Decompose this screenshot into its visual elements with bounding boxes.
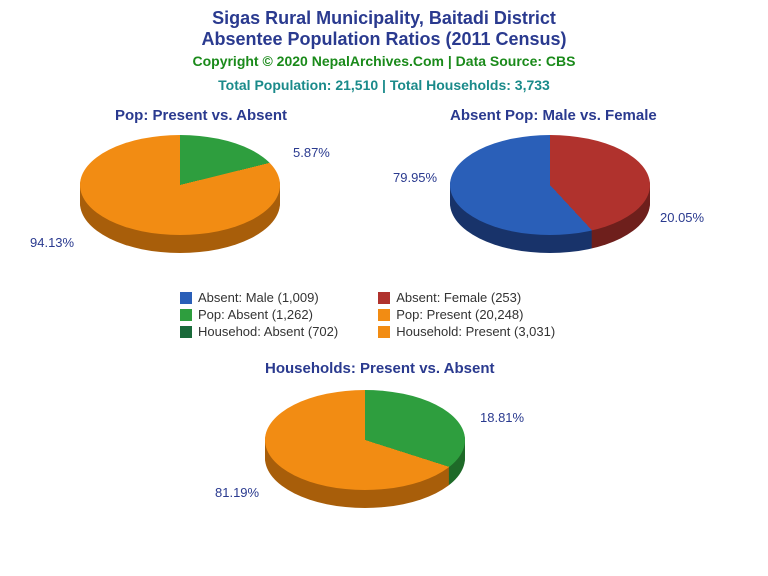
title-line-1: Sigas Rural Municipality, Baitadi Distri… (0, 8, 768, 29)
chart-title-gender: Absent Pop: Male vs. Female (450, 107, 657, 124)
legend-text: Pop: Present (20,248) (396, 307, 523, 322)
pct-label-hh-0: 81.19% (215, 485, 259, 500)
legend: Absent: Male (1,009) Absent: Female (253)… (180, 290, 555, 339)
title-line-2: Absentee Population Ratios (2011 Census) (0, 29, 768, 50)
legend-text: Pop: Absent (1,262) (198, 307, 313, 322)
legend-item: Pop: Absent (1,262) (180, 307, 338, 322)
legend-item: Absent: Female (253) (378, 290, 555, 305)
pie-chart-gender (450, 135, 650, 253)
legend-swatch (180, 292, 192, 304)
pct-label-pop-1: 5.87% (293, 145, 330, 160)
pct-label-hh-1: 18.81% (480, 410, 524, 425)
legend-text: Househod: Absent (702) (198, 324, 338, 339)
pct-label-pop-0: 94.13% (30, 235, 74, 250)
legend-item: Household: Present (3,031) (378, 324, 555, 339)
pct-label-gender-1: 20.05% (660, 210, 704, 225)
legend-item: Absent: Male (1,009) (180, 290, 338, 305)
legend-swatch (378, 326, 390, 338)
pie-chart-hh (265, 390, 465, 508)
legend-item: Househod: Absent (702) (180, 324, 338, 339)
totals-line: Total Population: 21,510 | Total Househo… (0, 77, 768, 93)
legend-swatch (378, 309, 390, 321)
legend-swatch (378, 292, 390, 304)
pct-label-gender-0: 79.95% (393, 170, 437, 185)
legend-swatch (180, 326, 192, 338)
legend-item: Pop: Present (20,248) (378, 307, 555, 322)
copyright-line: Copyright © 2020 NepalArchives.Com | Dat… (0, 53, 768, 69)
chart-title-pop: Pop: Present vs. Absent (115, 107, 287, 124)
chart-title-hh: Households: Present vs. Absent (265, 360, 495, 377)
legend-text: Household: Present (3,031) (396, 324, 555, 339)
legend-text: Absent: Female (253) (396, 290, 521, 305)
pie-chart-pop (80, 135, 280, 253)
legend-swatch (180, 309, 192, 321)
legend-text: Absent: Male (1,009) (198, 290, 319, 305)
